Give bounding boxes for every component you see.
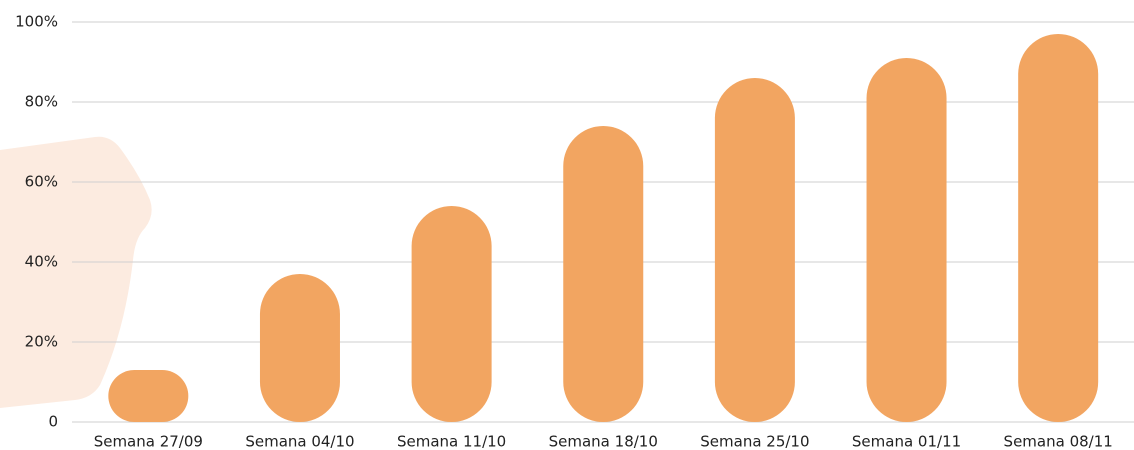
background-blob: [0, 137, 152, 408]
x-tick-label: Semana 25/10: [700, 433, 809, 450]
x-tick-label: Semana 11/10: [397, 433, 506, 450]
bar: [563, 126, 643, 422]
y-tick-label: 40%: [25, 253, 58, 271]
bar: [715, 78, 795, 422]
chart: 0 20% 40% 60% 80% 100% Semana 27/09 Semana 04/1…: [0, 0, 1134, 450]
bar: [412, 206, 492, 422]
y-tick-label: 0: [48, 413, 58, 431]
bar: [260, 274, 340, 422]
x-tick-label: Semana 08/11: [1004, 433, 1113, 450]
y-tick-label: 100%: [15, 13, 58, 31]
y-tick-label: 80%: [25, 93, 58, 111]
y-tick-label: 20%: [25, 333, 58, 351]
x-tick-label: Semana 01/11: [852, 433, 961, 450]
bar: [1018, 34, 1098, 422]
x-tick-label: Semana 18/10: [549, 433, 658, 450]
x-tick-label: Semana 04/10: [245, 433, 354, 450]
bar: [108, 370, 188, 422]
bar: [867, 58, 947, 422]
x-tick-label: Semana 27/09: [94, 433, 203, 450]
y-tick-label: 60%: [25, 173, 58, 191]
